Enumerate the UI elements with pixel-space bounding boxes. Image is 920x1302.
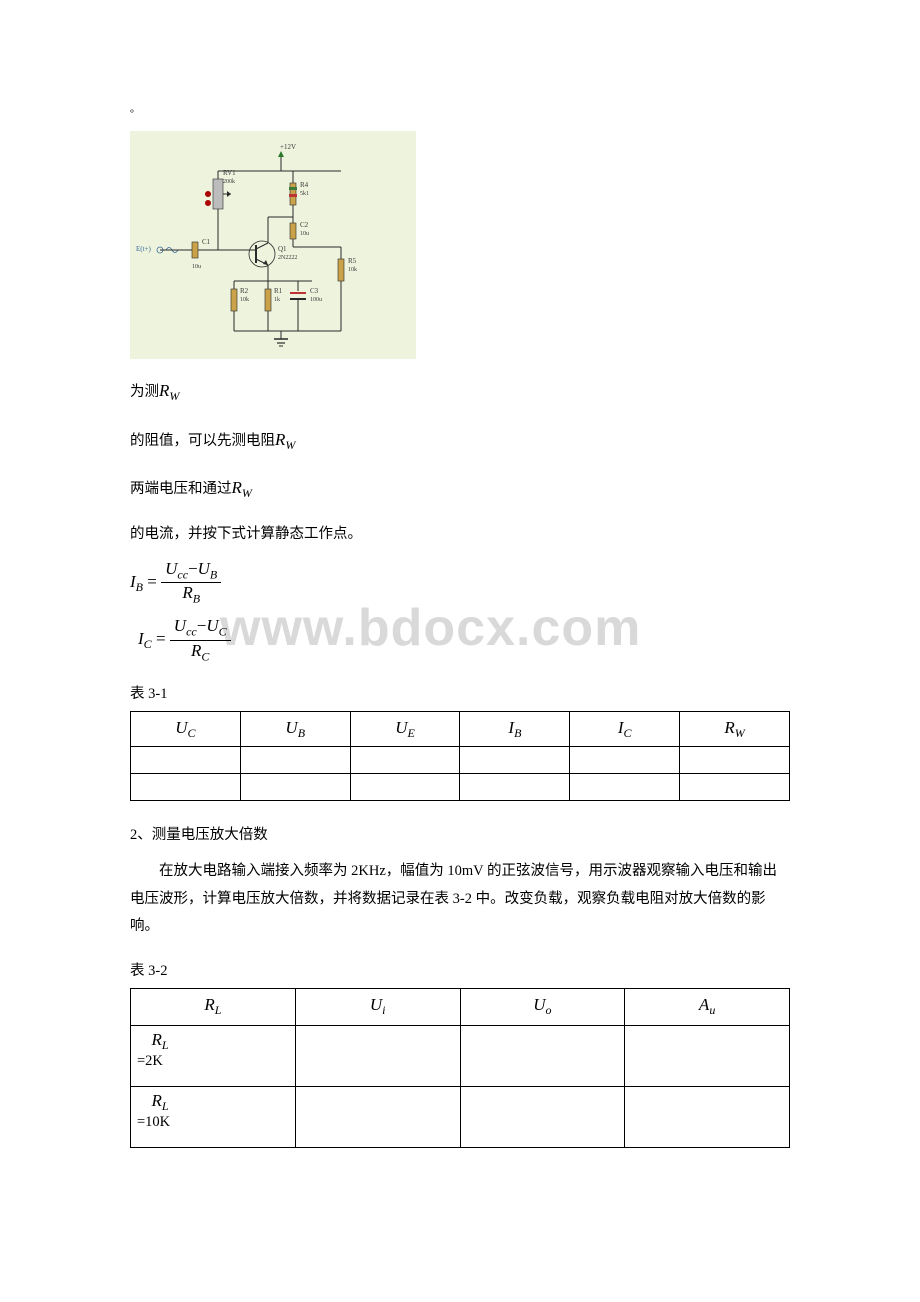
- label-r1: R1: [274, 287, 283, 295]
- text-pre1: 为测: [130, 384, 159, 400]
- t31-row2: [131, 774, 790, 801]
- text-pre3: 两端电压和通过: [130, 481, 232, 497]
- f1-dv: R: [182, 583, 192, 602]
- section2-body-text: 在放大电路输入端接入频率为 2KHz，幅值为 10mV 的正弦波信号，用示波器观…: [130, 863, 777, 934]
- val-r1: 1k: [274, 297, 280, 303]
- t31-h4: IC: [570, 712, 680, 747]
- para-rw-1: 为测RW: [130, 375, 790, 408]
- t32-r2-label: RL =10K: [131, 1086, 296, 1147]
- table31-caption: 表 3-1: [130, 682, 790, 703]
- val-r5: 10k: [348, 267, 357, 273]
- label-c3: C3: [310, 287, 319, 295]
- t32-row1: RL =2K: [131, 1025, 790, 1086]
- text-pre2: 的阻值，可以先测电阻: [130, 433, 275, 449]
- val-q1: 2N2222: [278, 255, 297, 261]
- label-r4: R4: [300, 181, 309, 189]
- t32-row2: RL =10K: [131, 1086, 790, 1147]
- label-v12: +12V: [280, 143, 296, 151]
- f2-nls: cc: [186, 625, 197, 639]
- t31-h0: UC: [131, 712, 241, 747]
- label-c1: C1: [202, 238, 211, 246]
- sub-w3: W: [242, 486, 252, 500]
- sub-w2: W: [285, 438, 295, 452]
- formula-ib: IB = Ucc−UB RB: [130, 559, 790, 607]
- para-rw-3: 两端电压和通过RW: [130, 472, 790, 505]
- circuit-svg: +12V RV1 200k R4 5k1: [130, 131, 416, 359]
- label-q1: Q1: [278, 245, 287, 253]
- val-c1: 10u: [192, 264, 201, 270]
- f1-nlv: U: [165, 559, 177, 578]
- f1-lsub: B: [136, 580, 143, 594]
- para-rw-2: 的阻值，可以先测电阻RW: [130, 424, 790, 457]
- t31-h2: UE: [350, 712, 460, 747]
- table-3-1: UC UB UE IB IC RW: [130, 711, 790, 801]
- val-r2: 10k: [240, 297, 249, 303]
- t32-h0: RL: [131, 988, 296, 1025]
- f2-lsub: C: [144, 638, 152, 652]
- section2-body: 在放大电路输入端接入频率为 2KHz，幅值为 10mV 的正弦波信号，用示波器观…: [130, 858, 790, 941]
- trailing-punct: 。: [130, 100, 790, 115]
- t32-h1: Ui: [295, 988, 460, 1025]
- label-r5: R5: [348, 257, 357, 265]
- t31-row1: [131, 747, 790, 774]
- table32-caption: 表 3-2: [130, 959, 790, 980]
- label-source: E(t+): [136, 245, 151, 253]
- section2-title: 2、测量电压放大倍数: [130, 823, 790, 844]
- t31-h5: RW: [680, 712, 790, 747]
- f2-nlv: U: [174, 616, 186, 635]
- t31-h1: UB: [240, 712, 350, 747]
- t32-h2: Uo: [460, 988, 625, 1025]
- var-r: R: [159, 381, 169, 400]
- formula-ic: IC = Ucc−UC RC: [138, 616, 790, 664]
- formula-ic-row: www.bdocx.com IC = Ucc−UC RC: [130, 616, 790, 664]
- f2-dv: R: [191, 641, 201, 660]
- label-rv1: RV1: [223, 169, 236, 177]
- table-3-2: RL Ui Uo Au RL =2K RL =10K: [130, 988, 790, 1148]
- f2-nrv: U: [206, 616, 218, 635]
- val-r4: 5k1: [300, 191, 309, 197]
- f1-nrv: U: [198, 559, 210, 578]
- f1-ds: B: [193, 591, 200, 605]
- t32-h3: Au: [625, 988, 790, 1025]
- val-rv1: 200k: [223, 179, 235, 185]
- sub-w: W: [169, 389, 179, 403]
- t32-r1-label: RL =2K: [131, 1025, 296, 1086]
- val-c3: 100u: [310, 297, 322, 303]
- label-r2: R2: [240, 287, 249, 295]
- f1-nls: cc: [177, 567, 188, 581]
- f1-nrs: B: [210, 567, 217, 581]
- circuit-diagram: +12V RV1 200k R4 5k1: [130, 131, 416, 359]
- val-c2: 10u: [300, 231, 309, 237]
- var-r3: R: [232, 478, 242, 497]
- f2-ds: C: [201, 649, 209, 663]
- label-c2: C2: [300, 221, 309, 229]
- para-rw-4: 的电流，并按下式计算静态工作点。: [130, 521, 790, 549]
- t32-r1-suffix: =2K: [137, 1053, 163, 1069]
- t32-r2-suffix: =10K: [137, 1114, 170, 1130]
- f2-nrs: C: [219, 625, 227, 639]
- t31-h3: IB: [460, 712, 570, 747]
- var-r2: R: [275, 430, 285, 449]
- document-page: 。 +12V RV1 200k R4: [0, 0, 920, 1228]
